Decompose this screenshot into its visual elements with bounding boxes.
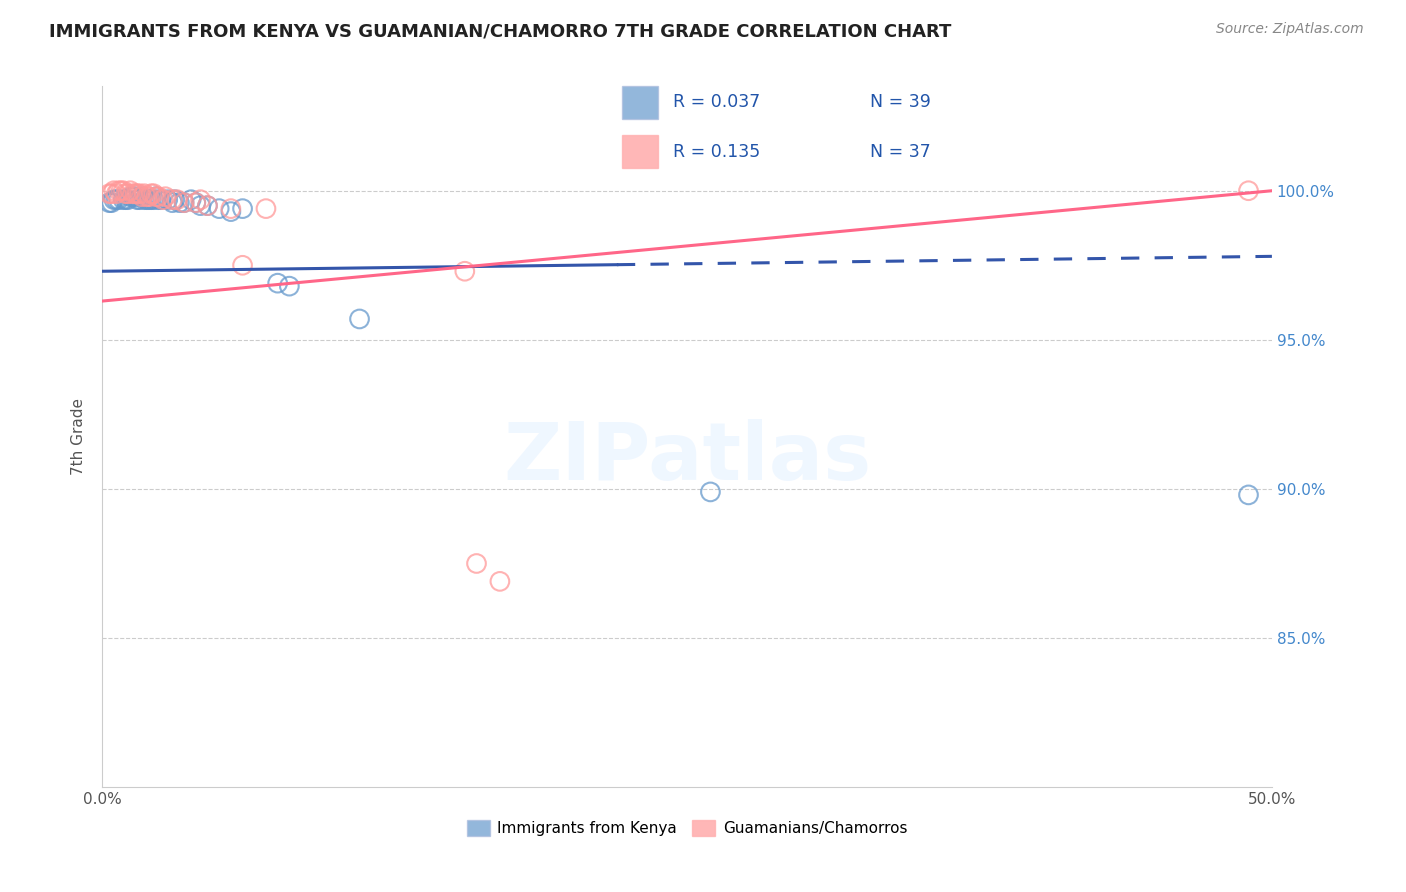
Point xyxy=(141,186,163,201)
Point xyxy=(266,276,288,290)
Point xyxy=(105,186,128,201)
Bar xyxy=(623,136,658,168)
Point xyxy=(173,195,195,210)
Point xyxy=(127,186,149,201)
Point xyxy=(127,193,149,207)
Point xyxy=(219,204,242,219)
Point xyxy=(219,202,242,216)
Point xyxy=(190,199,212,213)
Point xyxy=(117,193,139,207)
Point xyxy=(124,186,146,201)
Point xyxy=(121,190,143,204)
Point xyxy=(103,184,125,198)
Point xyxy=(184,195,207,210)
Point xyxy=(128,186,150,201)
Point xyxy=(1237,488,1260,502)
Point xyxy=(107,193,129,207)
Point xyxy=(465,557,488,571)
Point xyxy=(100,195,122,210)
Point xyxy=(155,190,177,204)
Text: Source: ZipAtlas.com: Source: ZipAtlas.com xyxy=(1216,22,1364,37)
Point xyxy=(114,186,136,201)
Point xyxy=(107,184,129,198)
Point xyxy=(138,193,160,207)
Point xyxy=(208,202,231,216)
Point xyxy=(197,199,219,213)
Legend: Immigrants from Kenya, Guamanians/Chamorros: Immigrants from Kenya, Guamanians/Chamor… xyxy=(461,814,914,843)
Point xyxy=(489,574,512,589)
Point xyxy=(134,193,156,207)
Point xyxy=(103,193,125,207)
Point xyxy=(156,193,179,207)
Point xyxy=(135,193,157,207)
Point xyxy=(98,195,121,210)
Point xyxy=(278,279,301,293)
Point xyxy=(120,184,142,198)
Text: ZIPatlas: ZIPatlas xyxy=(503,418,872,497)
Point xyxy=(148,190,170,204)
Point xyxy=(98,186,121,201)
Point xyxy=(135,190,157,204)
Point xyxy=(117,186,139,201)
Point xyxy=(110,184,132,198)
Point xyxy=(131,190,153,204)
Point xyxy=(180,193,202,207)
Point xyxy=(142,186,165,201)
Point xyxy=(173,195,195,210)
Point xyxy=(142,193,165,207)
Point xyxy=(699,484,721,499)
Text: IMMIGRANTS FROM KENYA VS GUAMANIAN/CHAMORRO 7TH GRADE CORRELATION CHART: IMMIGRANTS FROM KENYA VS GUAMANIAN/CHAMO… xyxy=(49,22,952,40)
Point xyxy=(184,195,207,210)
Point xyxy=(138,190,160,204)
Point xyxy=(124,190,146,204)
Point xyxy=(131,190,153,204)
Point xyxy=(163,193,186,207)
Point xyxy=(166,193,188,207)
Point xyxy=(134,186,156,201)
Point xyxy=(1237,184,1260,198)
Point xyxy=(232,202,254,216)
Point xyxy=(121,186,143,201)
Point xyxy=(128,193,150,207)
Point xyxy=(120,190,142,204)
Point xyxy=(100,186,122,201)
Y-axis label: 7th Grade: 7th Grade xyxy=(72,398,86,475)
Point xyxy=(149,193,172,207)
Point xyxy=(114,193,136,207)
Point xyxy=(232,258,254,272)
Text: N = 37: N = 37 xyxy=(870,143,931,161)
Point xyxy=(197,199,219,213)
Point xyxy=(162,193,184,207)
Point xyxy=(105,193,128,207)
Point xyxy=(145,190,167,204)
Point xyxy=(148,193,170,207)
Text: R = 0.037: R = 0.037 xyxy=(672,94,759,112)
Point xyxy=(145,190,167,204)
Point xyxy=(454,264,477,278)
Point xyxy=(162,195,184,210)
Point xyxy=(141,193,163,207)
Point xyxy=(254,202,277,216)
Bar xyxy=(623,87,658,119)
Point xyxy=(112,184,135,198)
Point xyxy=(112,193,135,207)
Text: N = 39: N = 39 xyxy=(870,94,931,112)
Point xyxy=(349,312,371,326)
Point xyxy=(190,193,212,207)
Point xyxy=(169,195,191,210)
Point xyxy=(152,193,174,207)
Text: R = 0.135: R = 0.135 xyxy=(672,143,759,161)
